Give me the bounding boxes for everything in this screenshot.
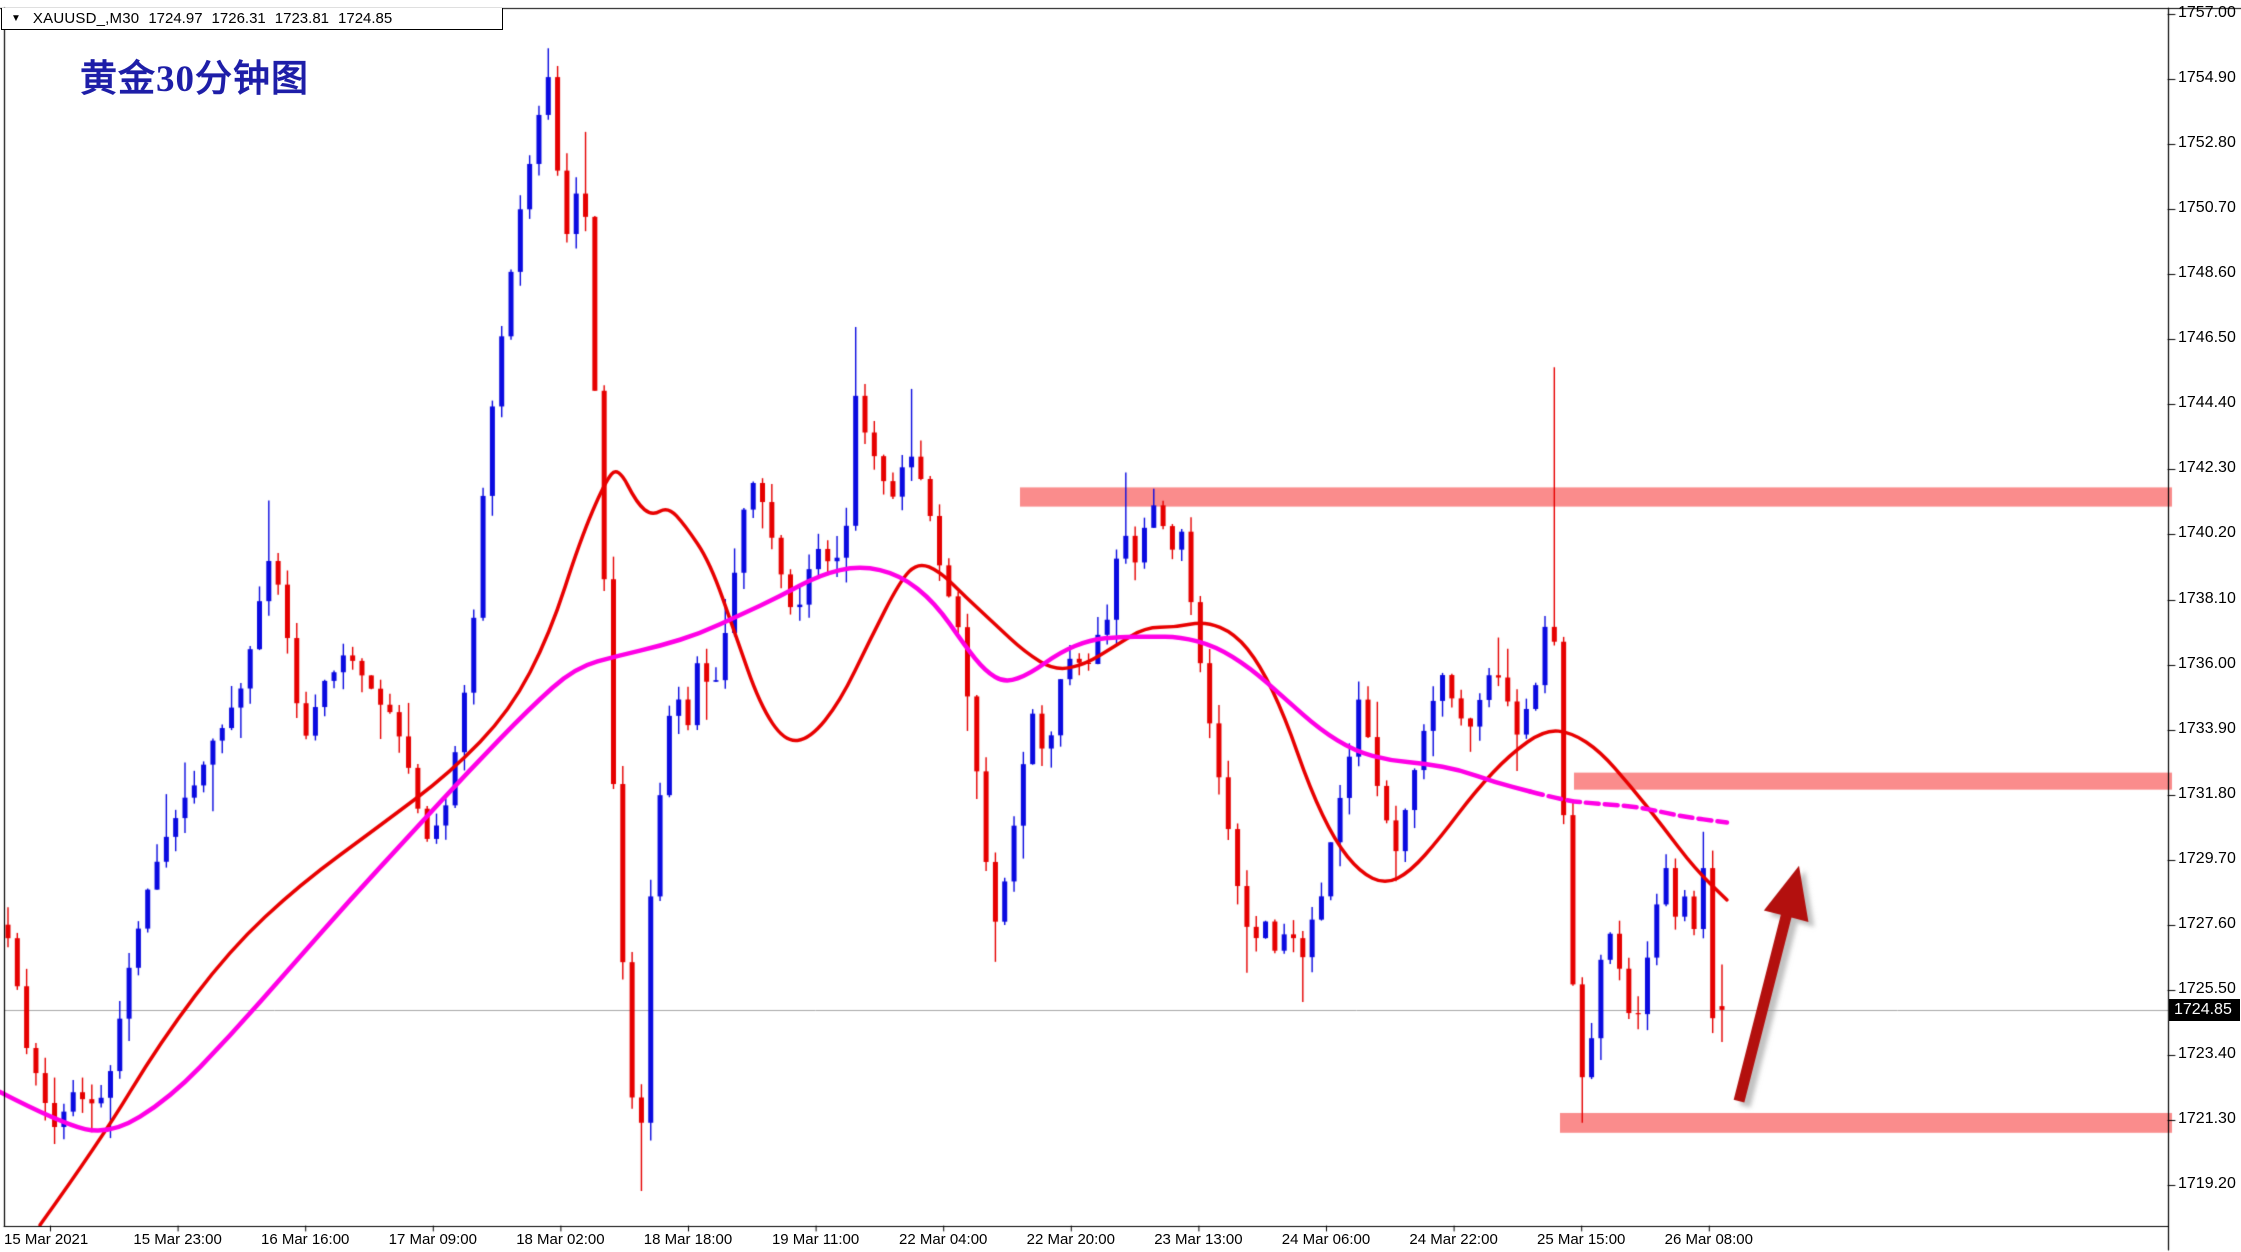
current-price-tag: 1724.85 bbox=[2169, 998, 2240, 1021]
time-axis-label: 24 Mar 22:00 bbox=[1409, 1231, 1498, 1248]
ohlc-high-value: 1726.31 bbox=[211, 10, 266, 27]
time-axis-label: 19 Mar 11:00 bbox=[771, 1231, 860, 1248]
chart-annotation-title: 黄金30分钟图 bbox=[80, 59, 309, 100]
price-axis-label: 1746.50 bbox=[2178, 329, 2236, 347]
price-axis-label: 1721.30 bbox=[2178, 1109, 2236, 1127]
price-axis-label: 1742.30 bbox=[2178, 459, 2236, 477]
price-axis-label: 1733.90 bbox=[2178, 719, 2236, 737]
price-axis-label: 1750.70 bbox=[2178, 199, 2236, 217]
time-axis-label: 26 Mar 08:00 bbox=[1664, 1231, 1753, 1248]
price-axis-label: 1757.00 bbox=[2178, 4, 2236, 22]
price-axis-label: 1744.40 bbox=[2178, 394, 2236, 412]
symbol-dropdown-icon[interactable]: ▼ bbox=[11, 13, 21, 24]
price-axis-label: 1725.50 bbox=[2178, 979, 2236, 997]
price-axis-label: 1754.90 bbox=[2178, 69, 2236, 87]
ohlc-open-value: 1724.97 bbox=[148, 10, 203, 27]
time-axis-label: 16 Mar 16:00 bbox=[260, 1231, 350, 1248]
time-axis-label: 15 Mar 23:00 bbox=[133, 1231, 222, 1248]
price-axis-label: 1748.60 bbox=[2178, 264, 2236, 282]
time-axis-label: 15 Mar 2021 bbox=[4, 1231, 89, 1248]
time-axis-label: 25 Mar 15:00 bbox=[1536, 1231, 1626, 1248]
symbol-info-bar: ▼ XAUUSD_,M30 1724.97 1726.31 1723.81 17… bbox=[1, 8, 503, 30]
time-axis-label: 22 Mar 04:00 bbox=[898, 1231, 988, 1248]
time-axis-label: 18 Mar 02:00 bbox=[516, 1231, 605, 1248]
price-axis-label: 1740.20 bbox=[2178, 524, 2236, 542]
price-axis-label: 1752.80 bbox=[2178, 134, 2236, 152]
ohlc-close-value: 1724.85 bbox=[338, 10, 393, 27]
price-axis-label: 1719.20 bbox=[2178, 1174, 2236, 1192]
time-axis-label: 24 Mar 06:00 bbox=[1281, 1231, 1371, 1248]
time-axis-label: 17 Mar 09:00 bbox=[388, 1231, 477, 1248]
time-axis-label: 22 Mar 20:00 bbox=[1026, 1231, 1115, 1248]
price-axis-label: 1731.80 bbox=[2178, 784, 2236, 802]
price-axis-label: 1729.70 bbox=[2178, 849, 2236, 867]
price-axis: 1757.00 1754.90 1752.80 1750.70 1748.60 1746.… bbox=[2176, 0, 2241, 1252]
symbol-period-label: XAUUSD_,M30 bbox=[32, 10, 140, 27]
price-axis-label: 1727.60 bbox=[2178, 914, 2236, 932]
time-axis-label: 18 Mar 18:00 bbox=[643, 1231, 733, 1248]
price-axis-label: 1723.40 bbox=[2178, 1044, 2236, 1062]
price-axis-label: 1736.00 bbox=[2178, 654, 2236, 672]
time-axis-label: 23 Mar 13:00 bbox=[1154, 1231, 1243, 1248]
ohlc-low-value: 1723.81 bbox=[274, 10, 330, 27]
price-axis-label: 1738.10 bbox=[2178, 589, 2236, 607]
